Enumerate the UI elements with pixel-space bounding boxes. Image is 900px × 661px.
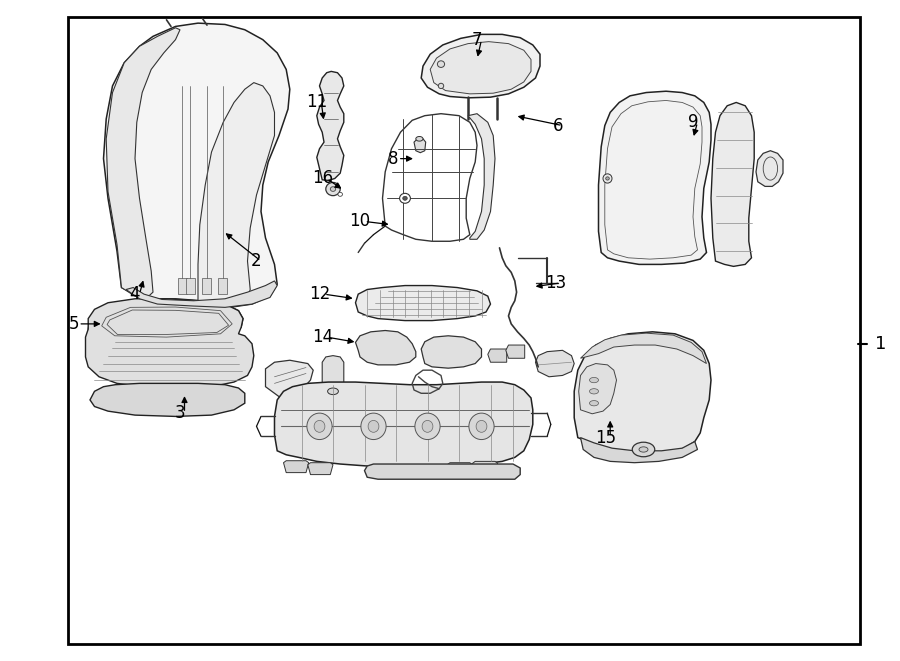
Ellipse shape — [476, 420, 487, 432]
Polygon shape — [414, 139, 426, 153]
Text: 2: 2 — [251, 252, 262, 270]
Text: 8: 8 — [388, 149, 399, 168]
Text: 14: 14 — [311, 328, 333, 346]
Polygon shape — [106, 28, 180, 299]
Polygon shape — [274, 382, 533, 466]
Ellipse shape — [368, 420, 379, 432]
Ellipse shape — [590, 401, 598, 406]
Polygon shape — [580, 333, 706, 364]
Polygon shape — [126, 281, 277, 307]
Polygon shape — [356, 330, 416, 365]
Ellipse shape — [416, 136, 423, 141]
Polygon shape — [711, 102, 754, 266]
Polygon shape — [506, 345, 525, 358]
Polygon shape — [90, 383, 245, 416]
Ellipse shape — [438, 83, 444, 89]
Polygon shape — [308, 463, 333, 475]
Polygon shape — [177, 278, 187, 294]
Text: 1: 1 — [875, 334, 886, 353]
Ellipse shape — [422, 420, 433, 432]
Ellipse shape — [338, 192, 342, 196]
Polygon shape — [430, 42, 531, 94]
Polygon shape — [202, 278, 211, 294]
Text: 13: 13 — [545, 274, 567, 292]
Ellipse shape — [400, 193, 410, 204]
Polygon shape — [598, 91, 711, 264]
Text: 4: 4 — [130, 285, 140, 303]
Polygon shape — [322, 356, 344, 389]
Polygon shape — [472, 461, 498, 473]
Ellipse shape — [415, 413, 440, 440]
Polygon shape — [86, 299, 254, 388]
Text: 6: 6 — [553, 116, 563, 135]
Ellipse shape — [590, 389, 598, 394]
Ellipse shape — [326, 182, 340, 196]
Text: 3: 3 — [175, 404, 185, 422]
Polygon shape — [266, 360, 313, 398]
Ellipse shape — [590, 377, 598, 383]
Ellipse shape — [632, 442, 655, 457]
Text: 9: 9 — [688, 113, 698, 132]
Ellipse shape — [330, 187, 336, 192]
Ellipse shape — [361, 413, 386, 440]
Ellipse shape — [403, 196, 407, 200]
Polygon shape — [317, 71, 344, 180]
Polygon shape — [447, 463, 473, 475]
Polygon shape — [284, 461, 309, 473]
Polygon shape — [421, 34, 540, 98]
Ellipse shape — [603, 174, 612, 183]
Polygon shape — [185, 278, 194, 294]
Ellipse shape — [639, 447, 648, 452]
Polygon shape — [364, 464, 520, 479]
Text: 11: 11 — [306, 93, 328, 112]
Ellipse shape — [314, 420, 325, 432]
Polygon shape — [104, 23, 290, 307]
Polygon shape — [356, 286, 490, 321]
Polygon shape — [488, 349, 507, 362]
Polygon shape — [756, 151, 783, 186]
Ellipse shape — [437, 61, 445, 67]
Polygon shape — [580, 438, 698, 463]
Bar — [68, 17, 860, 644]
Text: 10: 10 — [349, 212, 371, 231]
Text: 16: 16 — [311, 169, 333, 188]
Polygon shape — [218, 278, 227, 294]
Polygon shape — [198, 83, 274, 305]
Polygon shape — [536, 350, 574, 377]
Polygon shape — [421, 336, 482, 368]
Polygon shape — [574, 332, 711, 455]
Ellipse shape — [328, 388, 338, 395]
Text: 7: 7 — [472, 30, 482, 49]
Text: 5: 5 — [68, 315, 79, 333]
Polygon shape — [88, 299, 243, 344]
Text: 15: 15 — [595, 428, 616, 447]
Text: 12: 12 — [309, 285, 330, 303]
Polygon shape — [468, 114, 495, 239]
Polygon shape — [579, 364, 617, 414]
Ellipse shape — [307, 413, 332, 440]
Ellipse shape — [469, 413, 494, 440]
Ellipse shape — [606, 177, 609, 180]
